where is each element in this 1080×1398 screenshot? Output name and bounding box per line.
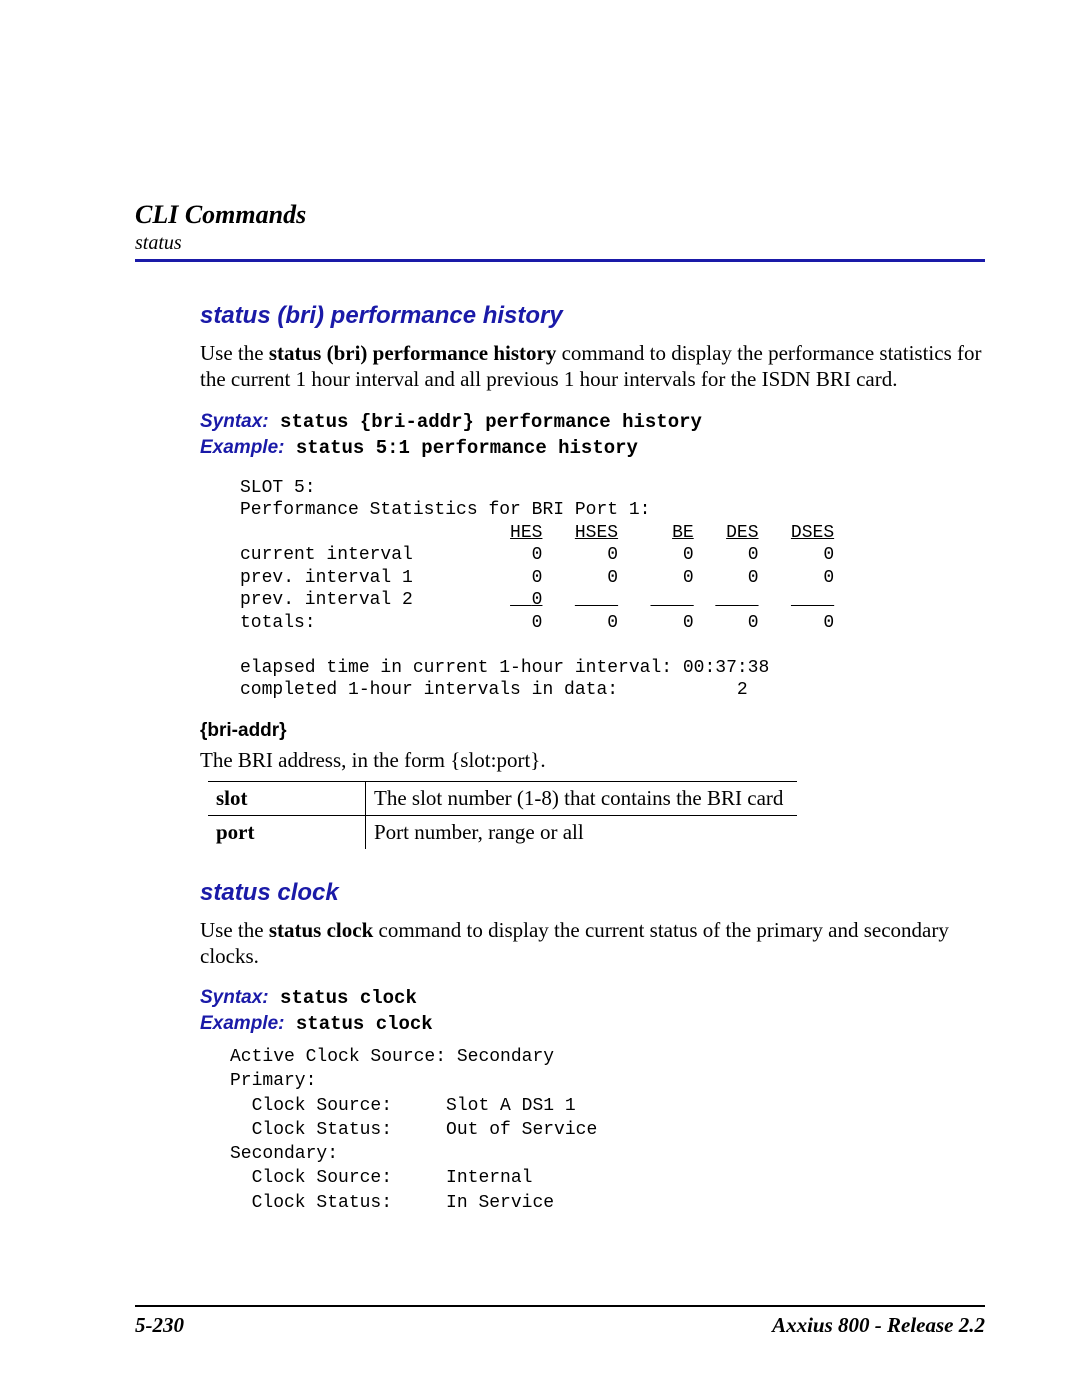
out-line: Clock Source: Internal (230, 1168, 532, 1188)
syntax-text: status clock (269, 987, 417, 1009)
example-label: Example: (200, 1013, 284, 1034)
out-line: Clock Status: Out of Service (230, 1120, 597, 1140)
cell: 0 (532, 568, 543, 588)
out-line: Clock Source: Slot A DS1 1 (230, 1096, 576, 1116)
terminal-output: Active Clock Source: Secondary Primary: … (230, 1045, 985, 1215)
section-title: status (bri) performance history (200, 302, 985, 330)
cell: 0 (683, 568, 694, 588)
page: CLI Commands status status (bri) perform… (0, 0, 1080, 1398)
param-desc: The BRI address, in the form {slot:port}… (200, 748, 985, 773)
param-key: slot (208, 781, 366, 815)
example-line: Example: status clock (200, 1013, 985, 1035)
syntax-label: Syntax: (200, 987, 269, 1008)
cell: 0 (823, 568, 834, 588)
intro-pre: Use the (200, 918, 269, 942)
out-line: elapsed time in current 1-hour interval:… (240, 658, 769, 678)
cell: 0 (607, 568, 618, 588)
col-des: DES (726, 523, 758, 543)
cell: 0 (683, 613, 694, 633)
header-rule (135, 259, 985, 262)
cell: 0 (748, 545, 759, 565)
page-header: CLI Commands status (135, 200, 985, 262)
col-be: BE (672, 523, 694, 543)
cell: 0 (748, 568, 759, 588)
footer-release: Axxius 800 - Release 2.2 (772, 1313, 985, 1338)
section-intro: Use the status (bri) performance history… (200, 340, 985, 393)
cell (651, 590, 694, 610)
cell: 0 (532, 545, 543, 565)
row-label: prev. interval 2 (240, 590, 413, 610)
param-val: The slot number (1-8) that contains the … (366, 781, 798, 815)
col-dses: DSES (791, 523, 834, 543)
param-key: port (208, 815, 366, 849)
syntax-label: Syntax: (200, 411, 269, 432)
param-val: Port number, range or all (366, 815, 798, 849)
example-label: Example: (200, 437, 284, 458)
out-line: SLOT 5: (240, 478, 316, 498)
table-row: port Port number, range or all (208, 815, 797, 849)
cell: 0 (748, 613, 759, 633)
row-label: current interval (240, 545, 413, 565)
param-heading: {bri-addr} (200, 720, 985, 742)
intro-bold: status (bri) performance history (269, 341, 557, 365)
example-text: status clock (284, 1013, 432, 1035)
out-line: Active Clock Source: Secondary (230, 1047, 554, 1067)
cell: 0 (532, 613, 543, 633)
section-bri-history: status (bri) performance history Use the… (200, 302, 985, 849)
out-line: Secondary: (230, 1144, 338, 1164)
out-line: completed 1-hour intervals in data: 2 (240, 680, 748, 700)
out-line: Primary: (230, 1071, 316, 1091)
syntax-line: Syntax: status clock (200, 987, 985, 1009)
section-title: status clock (200, 879, 985, 907)
syntax-text: status {bri-addr} performance history (269, 411, 702, 433)
example-line: Example: status 5:1 performance history (200, 437, 985, 459)
header-subtitle: status (135, 232, 985, 255)
footer-page-number: 5-230 (135, 1313, 184, 1338)
section-status-clock: status clock Use the status clock comman… (200, 879, 985, 1216)
cell (715, 590, 758, 610)
cell: 0 (823, 613, 834, 633)
cell (575, 590, 618, 610)
cell: 0 (683, 545, 694, 565)
syntax-line: Syntax: status {bri-addr} performance hi… (200, 411, 985, 433)
intro-bold: status clock (269, 918, 373, 942)
out-line: Performance Statistics for BRI Port 1: (240, 500, 650, 520)
terminal-output: SLOT 5: Performance Statistics for BRI P… (240, 477, 985, 702)
cell: 0 (510, 590, 542, 610)
header-title: CLI Commands (135, 200, 985, 230)
cell: 0 (607, 613, 618, 633)
page-footer: 5-230 Axxius 800 - Release 2.2 (135, 1313, 985, 1338)
section-intro: Use the status clock command to display … (200, 917, 985, 970)
col-hses: HSES (575, 523, 618, 543)
row-label: totals: (240, 613, 316, 633)
col-hes: HES (510, 523, 542, 543)
row-label: prev. interval 1 (240, 568, 413, 588)
cell (791, 590, 834, 610)
example-text: status 5:1 performance history (284, 437, 637, 459)
footer-rule (135, 1305, 985, 1307)
intro-pre: Use the (200, 341, 269, 365)
out-line: Clock Status: In Service (230, 1193, 554, 1213)
table-row: slot The slot number (1-8) that contains… (208, 781, 797, 815)
param-table: slot The slot number (1-8) that contains… (208, 781, 797, 849)
cell: 0 (823, 545, 834, 565)
cell: 0 (607, 545, 618, 565)
